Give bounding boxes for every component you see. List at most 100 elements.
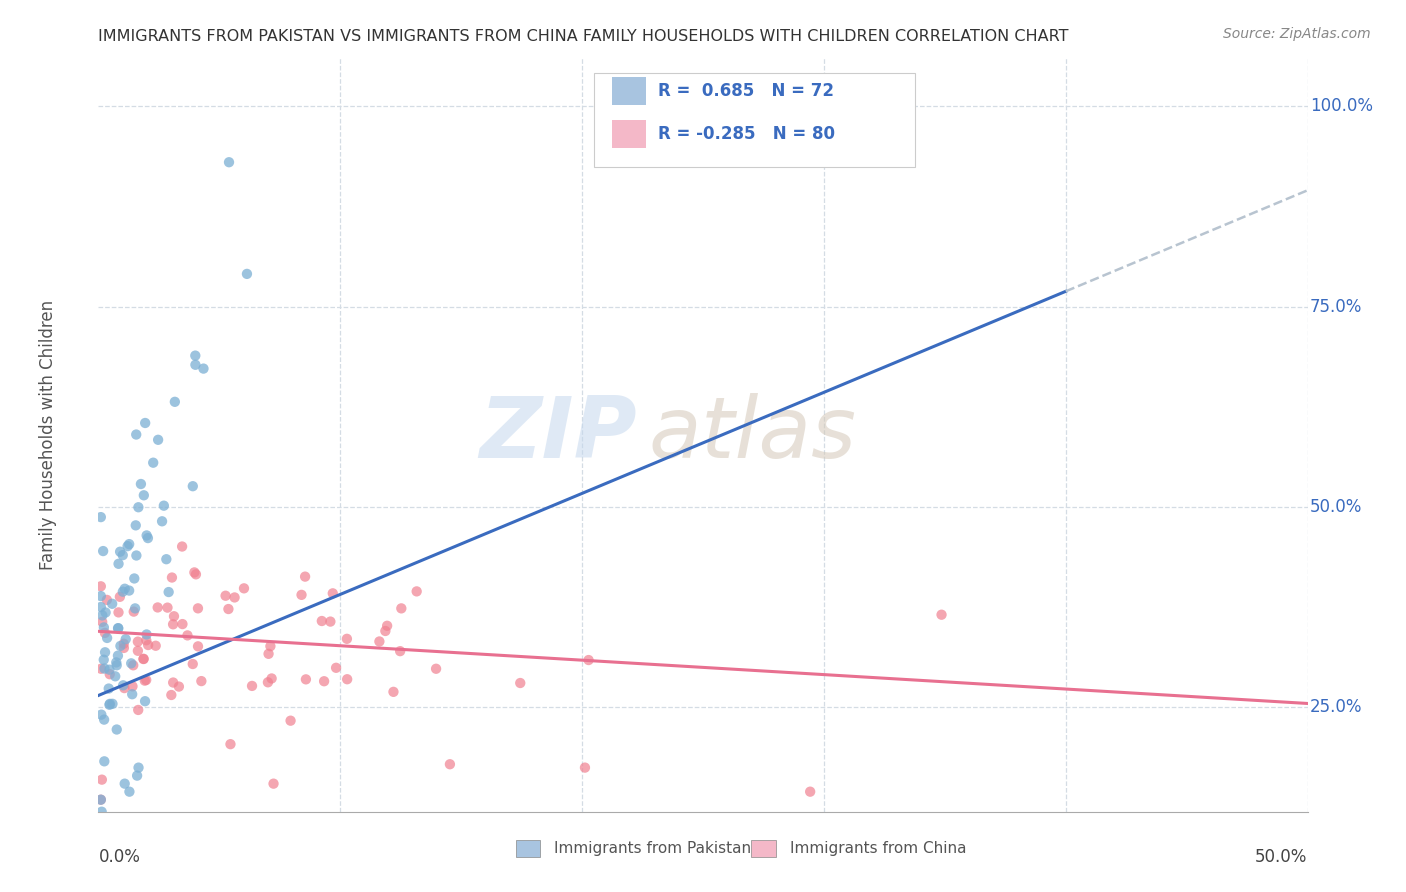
Text: 50.0%: 50.0%: [1256, 848, 1308, 866]
Text: 100.0%: 100.0%: [1310, 97, 1374, 115]
Bar: [613, 77, 647, 105]
Point: [156, 600, 179, 615]
Point: [90, 510, 112, 524]
Point: [110, 639, 132, 653]
Text: Family Households with Children: Family Households with Children: [38, 300, 56, 570]
Point: [125, 518, 148, 533]
Point: [121, 679, 143, 693]
Text: Immigrants from China: Immigrants from China: [790, 841, 966, 856]
Point: [142, 456, 165, 470]
Point: [98, 697, 121, 711]
Point: [127, 500, 149, 515]
Point: [260, 672, 283, 686]
Point: [294, 569, 316, 583]
Point: [183, 566, 205, 580]
Bar: [516, 840, 540, 857]
Point: [219, 737, 242, 751]
Point: [233, 582, 256, 596]
Point: [319, 615, 342, 629]
Point: [187, 601, 209, 615]
Point: [374, 624, 396, 638]
Point: [311, 614, 333, 628]
Point: [97, 681, 120, 696]
Point: [122, 658, 145, 673]
Point: [96, 593, 118, 607]
Point: [134, 694, 156, 708]
Point: [93, 713, 115, 727]
Point: [114, 582, 136, 596]
Point: [150, 514, 173, 528]
Point: [128, 761, 150, 775]
Text: Source: ZipAtlas.com: Source: ZipAtlas.com: [1223, 27, 1371, 41]
Point: [90, 805, 112, 819]
Point: [224, 591, 246, 605]
Point: [413, 832, 436, 847]
Point: [931, 607, 953, 622]
Point: [94, 645, 117, 659]
Point: [322, 586, 344, 600]
Point: [190, 674, 212, 689]
Point: [176, 628, 198, 642]
Point: [91, 544, 114, 558]
Text: 75.0%: 75.0%: [1310, 298, 1362, 316]
Point: [375, 619, 398, 633]
Point: [181, 657, 204, 671]
Text: atlas: atlas: [648, 393, 856, 476]
Point: [336, 672, 359, 686]
Point: [257, 675, 280, 690]
Point: [134, 416, 156, 430]
Point: [263, 777, 285, 791]
Point: [257, 647, 280, 661]
Point: [290, 588, 312, 602]
Point: [90, 772, 112, 787]
Point: [90, 707, 112, 722]
Point: [125, 549, 148, 563]
Point: [439, 757, 461, 772]
Point: [127, 644, 149, 658]
Text: IMMIGRANTS FROM PAKISTAN VS IMMIGRANTS FROM CHINA FAMILY HOUSEHOLDS WITH CHILDRE: IMMIGRANTS FROM PAKISTAN VS IMMIGRANTS F…: [98, 29, 1069, 45]
Point: [160, 570, 183, 584]
Point: [382, 685, 405, 699]
Point: [218, 155, 240, 169]
Point: [107, 648, 129, 663]
Point: [145, 639, 167, 653]
Point: [98, 663, 121, 677]
Point: [214, 589, 236, 603]
Bar: [613, 120, 647, 148]
Point: [91, 615, 114, 629]
Point: [167, 680, 190, 694]
Point: [93, 653, 115, 667]
Point: [121, 687, 143, 701]
Text: Immigrants from Pakistan: Immigrants from Pakistan: [554, 841, 751, 856]
Point: [799, 785, 821, 799]
Point: [120, 657, 142, 671]
Point: [112, 678, 135, 692]
Point: [101, 697, 124, 711]
Point: [96, 631, 118, 645]
Point: [118, 583, 141, 598]
Point: [112, 637, 135, 651]
Point: [280, 714, 302, 728]
Point: [90, 662, 112, 676]
Point: [105, 658, 128, 673]
Point: [136, 638, 159, 652]
Point: [157, 585, 180, 599]
Point: [124, 572, 146, 586]
Text: 0.0%: 0.0%: [98, 848, 141, 866]
Point: [105, 656, 128, 670]
Point: [425, 662, 447, 676]
Point: [104, 669, 127, 683]
Point: [90, 579, 112, 593]
Point: [127, 769, 149, 783]
Point: [172, 540, 194, 554]
Point: [153, 499, 176, 513]
Point: [107, 557, 129, 571]
Point: [574, 761, 596, 775]
Point: [91, 608, 114, 623]
Point: [125, 427, 148, 442]
Point: [160, 688, 183, 702]
Point: [162, 675, 184, 690]
Text: R =  0.685   N = 72: R = 0.685 N = 72: [658, 82, 834, 100]
Point: [108, 544, 131, 558]
Point: [135, 673, 157, 687]
